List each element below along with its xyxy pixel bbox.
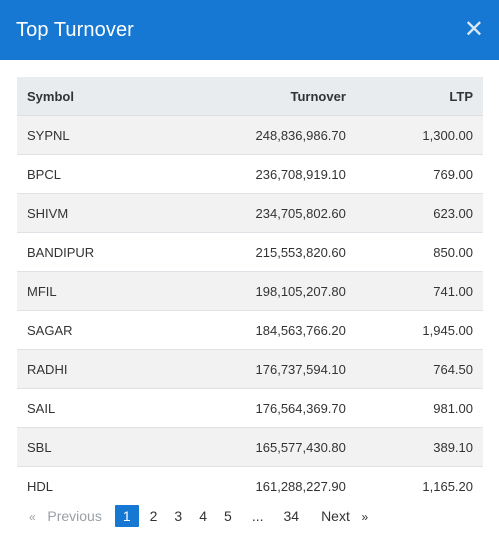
table-row[interactable]: SYPNL 248,836,986.70 1,300.00 <box>17 115 483 155</box>
pagination: « Previous 1 2 3 4 5 ... 34 Next » <box>22 505 375 527</box>
cell-turnover: 248,836,986.70 <box>171 115 353 155</box>
cell-symbol: HDL <box>17 466 172 505</box>
modal-header: Top Turnover ✕ <box>0 0 499 60</box>
table-row[interactable]: MFIL 198,105,207.80 741.00 <box>17 271 483 311</box>
cell-turnover: 198,105,207.80 <box>171 271 353 311</box>
next-button[interactable]: Next » <box>314 505 375 527</box>
cell-symbol: SAIL <box>17 388 172 428</box>
header-ltp[interactable]: LTP <box>352 77 483 116</box>
previous-button[interactable]: « Previous <box>22 505 109 527</box>
header-turnover[interactable]: Turnover <box>171 77 353 116</box>
turnover-table: Symbol Turnover LTP SYPNL 248,836,986.70 1… <box>17 77 483 505</box>
cell-ltp: 764.50 <box>352 349 483 389</box>
turnover-table-container: Symbol Turnover LTP SYPNL 248,836,986.70 1… <box>17 77 483 505</box>
page-2-button[interactable]: 2 <box>149 508 158 524</box>
close-icon[interactable]: ✕ <box>463 16 484 43</box>
cell-turnover: 236,708,919.10 <box>171 154 353 194</box>
cell-ltp: 1,300.00 <box>352 115 483 155</box>
table-row[interactable]: SAIL 176,564,369.70 981.00 <box>17 388 483 428</box>
cell-symbol: SYPNL <box>17 115 172 155</box>
previous-label: Previous <box>47 508 102 524</box>
cell-symbol: SAGAR <box>17 310 172 350</box>
cell-symbol: BANDIPUR <box>17 232 172 272</box>
cell-turnover: 234,705,802.60 <box>171 193 353 233</box>
table-row[interactable]: RADHI 176,737,594.10 764.50 <box>17 349 483 389</box>
cell-ltp: 1,945.00 <box>352 310 483 350</box>
cell-symbol: RADHI <box>17 349 172 389</box>
cell-turnover: 184,563,766.20 <box>171 310 353 350</box>
cell-ltp: 389.10 <box>352 427 483 467</box>
cell-turnover: 215,553,820.60 <box>171 232 353 272</box>
cell-turnover: 161,288,227.90 <box>171 466 353 505</box>
cell-turnover: 176,564,369.70 <box>171 388 353 428</box>
page-1-button[interactable]: 1 <box>114 505 139 527</box>
cell-turnover: 176,737,594.10 <box>171 349 353 389</box>
cell-ltp: 850.00 <box>352 232 483 272</box>
table-row[interactable]: SBL 165,577,430.80 389.10 <box>17 427 483 467</box>
cell-ltp: 981.00 <box>352 388 483 428</box>
table-body: SYPNL 248,836,986.70 1,300.00 BPCL 236,708,9… <box>17 115 483 505</box>
header-symbol[interactable]: Symbol <box>17 77 172 116</box>
cell-symbol: SBL <box>17 427 172 467</box>
cell-ltp: 623.00 <box>352 193 483 233</box>
next-label: Next <box>321 508 350 524</box>
page-34-button[interactable]: 34 <box>283 508 300 524</box>
table-header-row: Symbol Turnover LTP <box>17 77 483 116</box>
cell-symbol: MFIL <box>17 271 172 311</box>
cell-ltp: 1,165.20 <box>352 466 483 505</box>
table-row[interactable]: HDL 161,288,227.90 1,165.20 <box>17 466 483 505</box>
table-row[interactable]: BANDIPUR 215,553,820.60 850.00 <box>17 232 483 272</box>
chevron-left-icon: « <box>29 510 36 524</box>
page-3-button[interactable]: 3 <box>174 508 183 524</box>
cell-turnover: 165,577,430.80 <box>171 427 353 467</box>
cell-ltp: 769.00 <box>352 154 483 194</box>
cell-symbol: BPCL <box>17 154 172 194</box>
pagination-ellipsis: ... <box>251 508 264 524</box>
page-4-button[interactable]: 4 <box>199 508 208 524</box>
chevron-right-icon: » <box>361 510 369 524</box>
table-row[interactable]: BPCL 236,708,919.10 769.00 <box>17 154 483 194</box>
cell-ltp: 741.00 <box>352 271 483 311</box>
page-5-button[interactable]: 5 <box>224 508 232 524</box>
table-row[interactable]: SHIVM 234,705,802.60 623.00 <box>17 193 483 233</box>
modal-title: Top Turnover <box>16 18 134 41</box>
cell-symbol: SHIVM <box>17 193 172 233</box>
table-row[interactable]: SAGAR 184,563,766.20 1,945.00 <box>17 310 483 350</box>
